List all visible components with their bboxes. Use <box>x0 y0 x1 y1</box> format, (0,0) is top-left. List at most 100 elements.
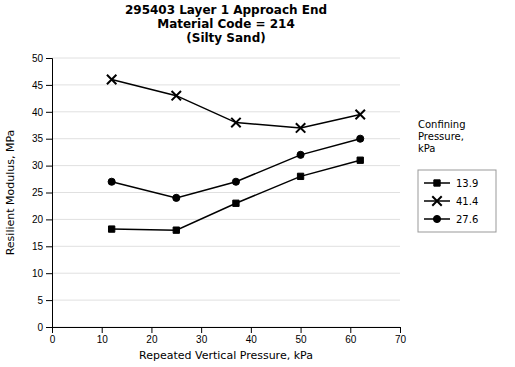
axis-line <box>46 59 53 328</box>
point <box>107 75 116 84</box>
tick-label: 35 <box>32 133 44 144</box>
legend-frame <box>418 170 496 232</box>
legend-item: 27.6 <box>424 214 478 225</box>
tick: 10 <box>32 268 52 279</box>
tick-mark <box>400 327 401 333</box>
point <box>233 200 239 206</box>
series-line <box>112 139 361 198</box>
y-axis-title: Resilient Modulus, MPa <box>4 130 17 256</box>
x-axis: 0 10 20 30 40 50 60 70 <box>50 327 407 345</box>
grid-line <box>52 58 400 59</box>
tick-label: 40 <box>246 334 258 345</box>
legend-label: 13.9 <box>456 178 478 189</box>
tick-mark <box>46 85 52 86</box>
legend-marker <box>433 215 440 222</box>
tick: 0 <box>37 322 52 333</box>
grid-line <box>52 273 400 274</box>
tick: 20 <box>146 327 158 345</box>
title: 295403 Layer 1 Approach EndMaterial Code… <box>125 3 327 45</box>
legend: 13.9 41.4 27.6 <box>418 170 496 232</box>
tick: 0 <box>50 327 56 345</box>
tick-mark <box>350 327 351 333</box>
tick-label: 10 <box>97 334 109 345</box>
tick-label: 15 <box>32 241 44 252</box>
legend-item: 41.4 <box>424 196 478 207</box>
tick-label: 0 <box>50 334 56 345</box>
grid <box>52 58 400 327</box>
tick-label: 10 <box>32 268 44 279</box>
point <box>231 118 240 127</box>
tick-label: 20 <box>146 334 158 345</box>
tick: 15 <box>32 241 52 252</box>
tick: 40 <box>32 107 52 118</box>
grid-line <box>52 192 400 193</box>
tick: 50 <box>32 53 52 64</box>
tick-mark <box>46 273 52 274</box>
tick-label: 30 <box>196 334 208 345</box>
tick: 35 <box>32 133 52 144</box>
legend-marker <box>434 180 440 186</box>
legend-item: 13.9 <box>424 178 478 189</box>
grid-line <box>52 219 400 220</box>
tick: 45 <box>32 80 52 91</box>
legend-label: 27.6 <box>456 214 478 225</box>
tick-label: 30 <box>32 160 44 171</box>
tick-mark <box>46 219 52 220</box>
tick-mark <box>46 166 52 167</box>
point <box>108 178 115 185</box>
tick-mark <box>46 58 52 59</box>
tick-mark <box>46 246 52 247</box>
tick-label: 20 <box>32 214 44 225</box>
tick-label: 60 <box>345 334 357 345</box>
tick-label: 50 <box>296 334 308 345</box>
series-line <box>112 80 361 128</box>
legend-marker <box>432 196 441 205</box>
grid-line <box>52 246 400 247</box>
point <box>296 123 305 132</box>
grid-line <box>52 138 400 139</box>
tick-label: 25 <box>32 187 44 198</box>
tick: 70 <box>395 327 407 345</box>
tick: 20 <box>32 214 52 225</box>
tick-label: 50 <box>32 53 44 64</box>
legend-title: ConfiningPressure,kPa <box>418 119 466 154</box>
legend-label: 41.4 <box>456 196 478 207</box>
tick-mark <box>46 112 52 113</box>
point <box>357 157 363 163</box>
tick-mark <box>46 327 52 328</box>
point <box>357 135 364 142</box>
y-axis: 0 5 10 15 20 25 30 35 40 45 50 <box>32 53 53 333</box>
tick-label: 5 <box>37 295 43 306</box>
tick-mark <box>46 139 52 140</box>
tick: 30 <box>32 160 52 171</box>
point <box>173 227 179 233</box>
tick-mark <box>151 327 152 333</box>
grid-line <box>52 300 400 301</box>
tick: 40 <box>246 327 258 345</box>
tick: 60 <box>345 327 357 345</box>
plot-area: 0 10 20 30 40 50 60 70 0 5 10 15 20 25 30 35 40 45 50 <box>32 53 407 345</box>
axis-line <box>53 328 401 334</box>
tick: 10 <box>97 327 109 345</box>
tick-mark <box>46 300 52 301</box>
tick: 30 <box>196 327 208 345</box>
tick: 5 <box>37 295 52 306</box>
series-line <box>112 160 361 230</box>
chart: 01020304050607005101520253035404550Repea… <box>0 0 515 367</box>
point <box>108 226 114 232</box>
tick-label: 45 <box>32 80 44 91</box>
grid-line <box>52 84 400 85</box>
tick: 50 <box>296 327 308 345</box>
point <box>172 91 181 100</box>
series-group <box>107 75 365 234</box>
point <box>297 151 304 158</box>
point <box>173 194 180 201</box>
tick-label: 70 <box>395 334 407 345</box>
point <box>297 173 303 179</box>
grid-line <box>52 165 400 166</box>
point <box>232 178 239 185</box>
tick-mark <box>102 327 103 333</box>
tick-mark <box>46 193 52 194</box>
tick-mark <box>201 327 202 333</box>
grid-line <box>52 111 400 112</box>
